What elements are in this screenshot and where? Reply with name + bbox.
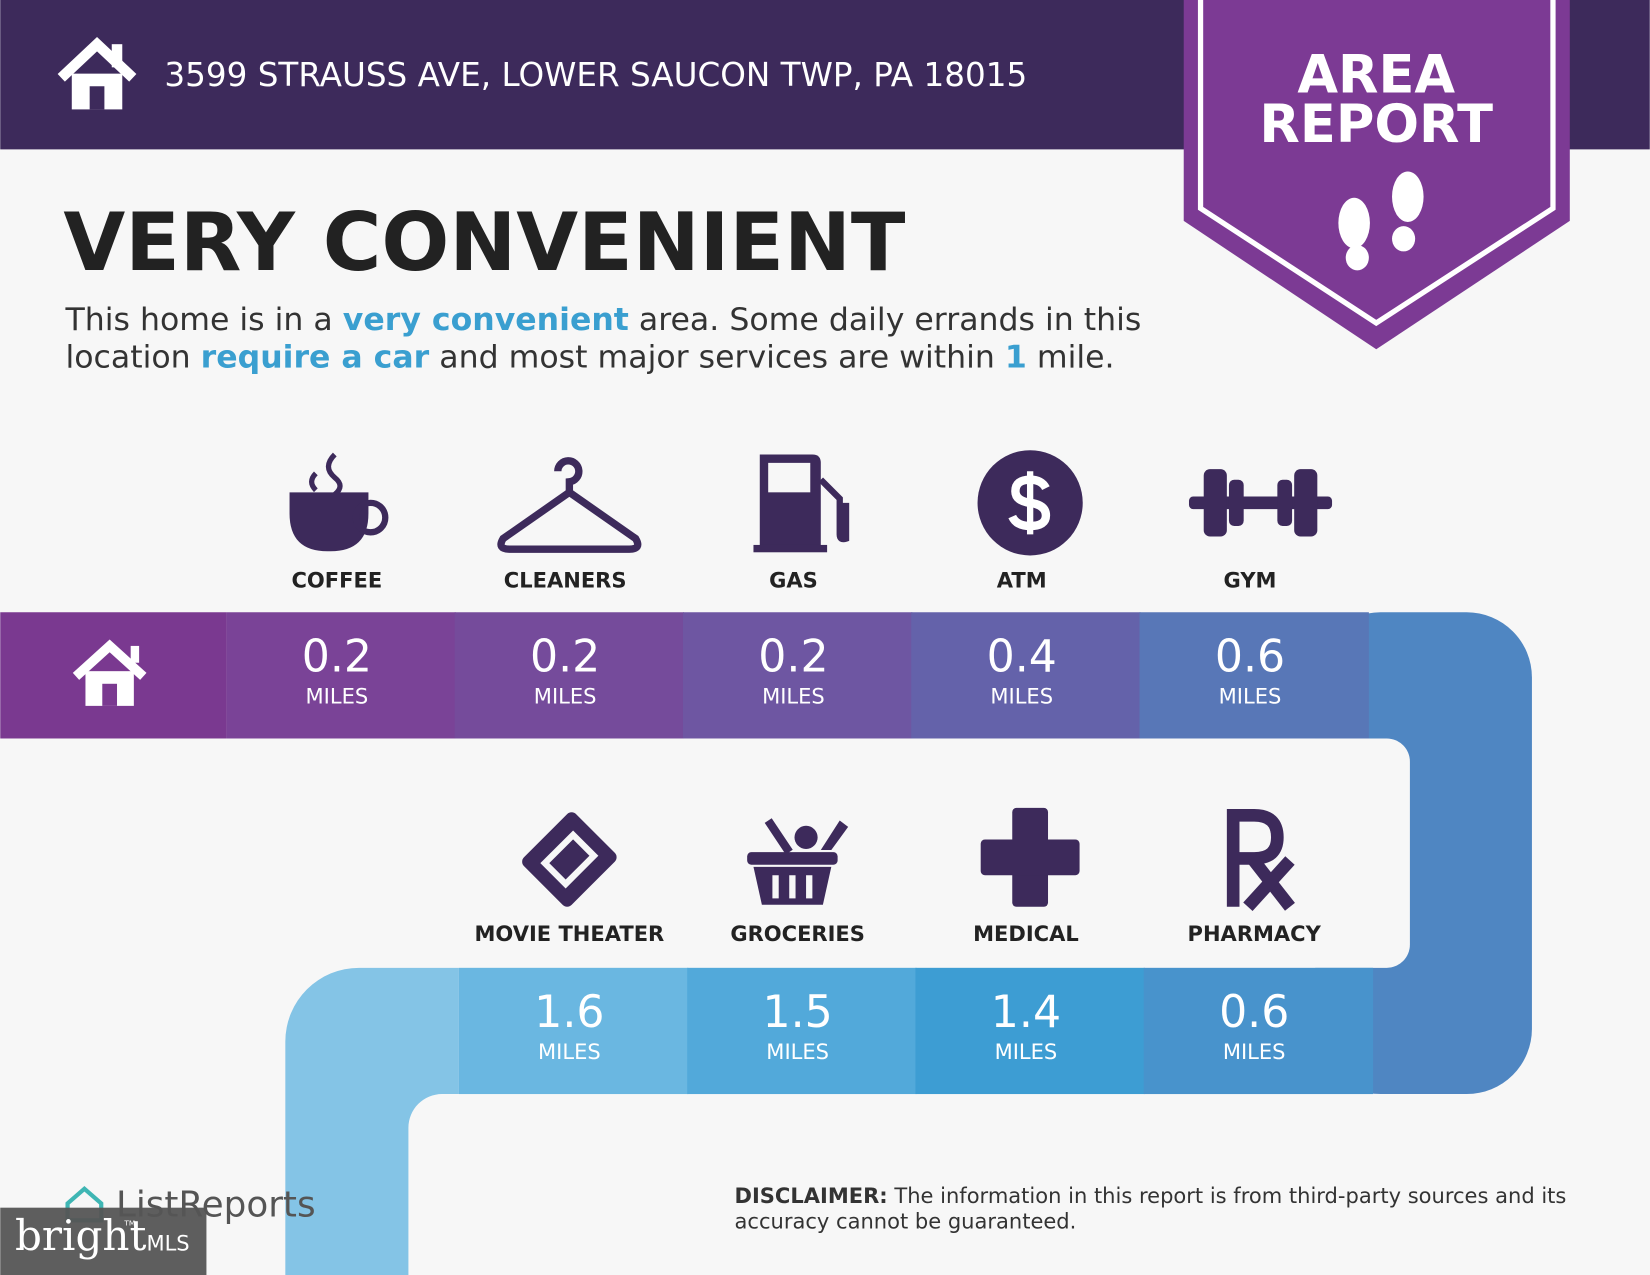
service-label: ATM (997, 568, 1047, 593)
description-text: mile. (1027, 340, 1115, 376)
description-line: location require a car and most major se… (65, 340, 1114, 376)
distance-cell (682, 612, 913, 739)
service-label: GYM (1224, 568, 1277, 593)
distance-unit: MILES (534, 683, 597, 708)
distance-value: 1.5 (763, 987, 833, 1038)
description-text: and most major services are within (429, 340, 1005, 376)
service-label: COFFEE (292, 568, 383, 593)
gas-icon (753, 454, 850, 553)
distance-unit: MILES (766, 1039, 829, 1064)
service-label: MEDICAL (973, 921, 1079, 946)
medical-icon (980, 807, 1080, 907)
distance-unit: MILES (995, 1039, 1058, 1064)
home-icon (72, 639, 147, 706)
service-label: MOVIE THEATER (474, 921, 664, 946)
distance-cell (915, 967, 1145, 1095)
distance-unit: MILES (762, 683, 825, 708)
distance-value: 0.2 (302, 632, 372, 683)
watermark-tm: TM (123, 1218, 135, 1227)
atm-icon (977, 450, 1083, 556)
description-highlight: 1 (1005, 340, 1027, 376)
distance-cell (911, 612, 1141, 739)
badge-title: AREA (1297, 44, 1455, 105)
distance-cell (454, 612, 685, 739)
gym-icon (1188, 469, 1333, 537)
description-text: This home is in a (64, 302, 342, 338)
distance-unit: MILES (1223, 1039, 1286, 1064)
headline: VERY CONVENIENT (63, 196, 906, 289)
distance-value: 0.4 (987, 632, 1057, 683)
disclaimer-label: DISCLAIMER: (735, 1183, 888, 1208)
distance-cell (226, 612, 456, 739)
badge-title: REPORT (1259, 94, 1493, 155)
ticket-icon (522, 812, 617, 907)
description-text: location (65, 340, 200, 376)
description-highlight: very convenient (343, 302, 629, 338)
hanger-icon (497, 457, 642, 553)
disclaimer-text: The information in this report is from t… (888, 1183, 1567, 1208)
service-label: PHARMACY (1188, 921, 1322, 946)
distance-value: 1.4 (991, 987, 1061, 1038)
disclaimer: DISCLAIMER: The information in this repo… (735, 1183, 1567, 1208)
distance-value: 0.6 (1219, 987, 1289, 1038)
description-text: area. Some daily errands in this (629, 302, 1141, 338)
header-house-icon (57, 36, 137, 110)
watermark-suffix: MLS (146, 1230, 189, 1255)
badge-border (1197, 0, 1556, 327)
route-tail (285, 967, 459, 1275)
route-gap (0, 738, 1410, 968)
watermark-brand: bright (15, 1211, 147, 1260)
distance-value: 0.2 (758, 632, 828, 683)
coffee-icon (289, 452, 389, 552)
distance-unit: MILES (1219, 683, 1282, 708)
watermark-box (0, 1207, 207, 1275)
service-label: CLEANERS (504, 568, 627, 593)
description-highlight: require a car (201, 340, 430, 376)
address: 3599 STRAUSS AVE, LOWER SAUCON TWP, PA 1… (164, 56, 1027, 94)
distance-value: 0.6 (1215, 632, 1285, 683)
distance-unit: MILES (990, 683, 1053, 708)
description-line: This home is in a very convenient area. … (64, 302, 1141, 338)
distance-cell (458, 967, 689, 1095)
service-label: GROCERIES (730, 921, 865, 946)
disclaimer-text: accuracy cannot be guaranteed. (735, 1208, 1077, 1233)
distance-cell (1143, 967, 1374, 1095)
rx-icon (1226, 808, 1295, 912)
groceries-icon (747, 818, 849, 905)
distance-cell (1139, 612, 1369, 739)
distance-cell (687, 967, 917, 1095)
distance-value: 0.2 (530, 632, 600, 683)
service-label: GAS (769, 568, 818, 593)
distance-unit: MILES (538, 1039, 601, 1064)
distance-unit: MILES (306, 683, 369, 708)
footprints-icon (1338, 171, 1424, 271)
distance-value: 1.6 (534, 987, 604, 1038)
